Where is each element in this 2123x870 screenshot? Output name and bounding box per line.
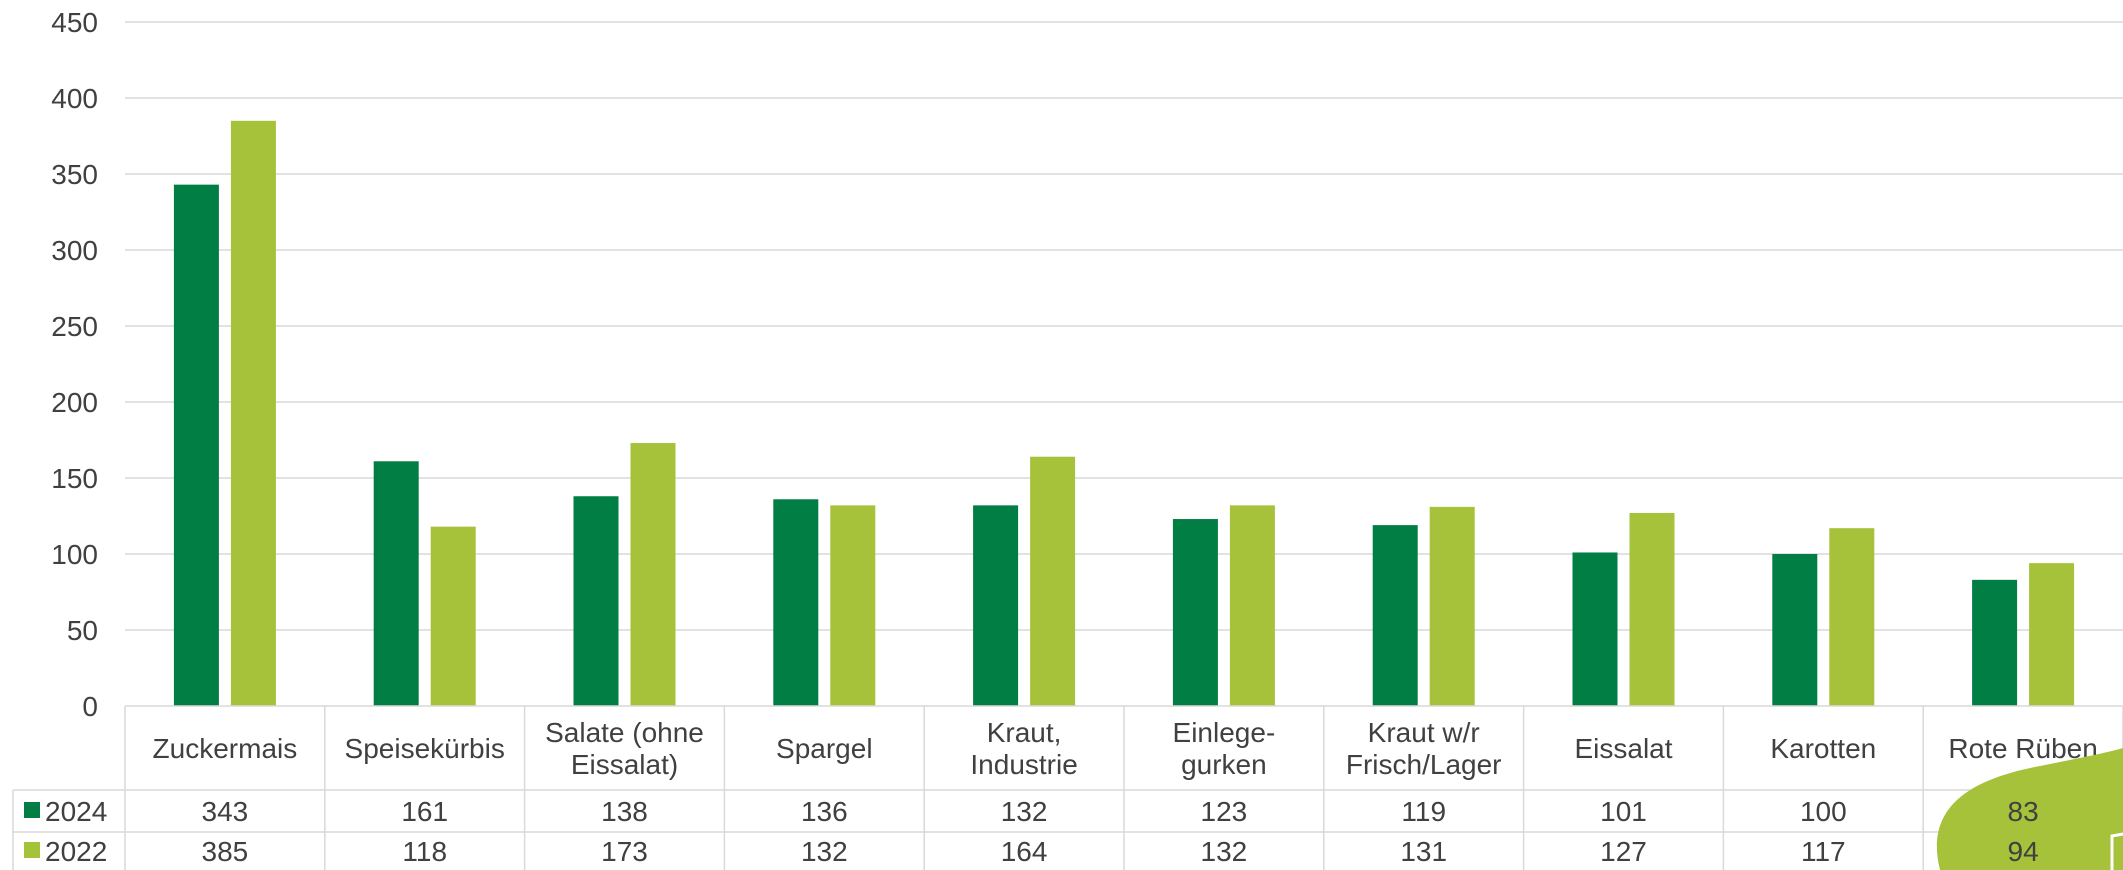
table-value-2024: 161 (401, 796, 448, 827)
y-tick-label: 150 (51, 463, 98, 494)
data-table-values: 2024 343 161 138 136 132 123 119 101 100 83 2022 385… (24, 796, 2039, 867)
table-value-2022: 132 (801, 836, 848, 867)
bar-2024-6 (1372, 525, 1418, 706)
bar-2024-0 (173, 184, 219, 706)
y-tick-label: 450 (51, 7, 98, 38)
category-label: Einlege-gurken (1173, 717, 1276, 780)
bar-2024-9 (1972, 579, 2018, 706)
category-label: Kraut, Industrie (970, 717, 1077, 780)
category-label: Salate (ohne Eissalat) (545, 717, 704, 780)
table-value-2022: 127 (1600, 836, 1647, 867)
bar-2024-1 (373, 461, 419, 706)
table-value-2024: 132 (1001, 796, 1048, 827)
bar-2022-6 (1429, 506, 1475, 706)
table-value-2024: 123 (1201, 796, 1248, 827)
bar-2022-5 (1229, 505, 1275, 706)
bar-2024-2 (573, 496, 619, 706)
y-tick-label: 0 (82, 691, 98, 722)
y-tick-label: 300 (51, 235, 98, 266)
category-label: Karotten (1770, 733, 1876, 764)
table-value-2024: 119 (1401, 796, 1446, 827)
bar-2022-3 (830, 505, 876, 706)
y-axis: 0 50 100 150 200 250 300 350 400 450 (51, 7, 98, 722)
table-value-2024: 83 (2008, 796, 2039, 827)
table-value-2024: 136 (801, 796, 848, 827)
bar-2024-3 (773, 499, 819, 706)
legend-label: 2022 (45, 836, 107, 867)
bar-2022-8 (1829, 528, 1875, 706)
category-label: Zuckermais (153, 733, 298, 764)
table-value-2024: 138 (601, 796, 648, 827)
category-label: Eissalat (1574, 733, 1672, 764)
bar-2024-8 (1772, 554, 1818, 706)
legend-swatch-2024 (24, 802, 40, 818)
table-value-2022: 117 (1801, 836, 1846, 867)
table-value-2022: 131 (1400, 836, 1447, 867)
y-tick-label: 50 (67, 615, 98, 646)
table-value-2022: 164 (1001, 836, 1048, 867)
bar-2022-7 (1629, 512, 1675, 706)
table-value-2022: 94 (2008, 836, 2039, 867)
y-tick-label: 350 (51, 159, 98, 190)
y-tick-label: 100 (51, 539, 98, 570)
bar-2022-0 (230, 120, 276, 707)
y-tick-label: 250 (51, 311, 98, 342)
data-table: Zuckermais Speisekürbis Salate (ohne Eissal… (12, 705, 2123, 870)
gridlines (125, 21, 2123, 631)
table-value-2024: 101 (1600, 796, 1647, 827)
legend-label: 2024 (45, 796, 107, 827)
bar-2024-7 (1572, 552, 1618, 706)
decorative-leaf-shape (1936, 748, 2123, 870)
table-value-2024: 100 (1800, 796, 1847, 827)
bar-2022-1 (430, 526, 476, 706)
table-value-2022: 173 (601, 836, 648, 867)
bar-2022-9 (2029, 563, 2075, 706)
y-tick-label: 400 (51, 83, 98, 114)
bar-2022-4 (1030, 456, 1076, 706)
table-value-2022: 385 (202, 836, 249, 867)
table-value-2022: 132 (1201, 836, 1248, 867)
decorative-leaf-edge (2110, 832, 2123, 870)
bars (173, 120, 2075, 707)
category-label: Speisekürbis (345, 733, 505, 764)
category-label: Spargel (776, 733, 873, 764)
y-tick-label: 200 (51, 387, 98, 418)
legend-swatch-2022 (24, 842, 40, 858)
table-value-2022: 118 (402, 836, 447, 867)
table-value-2024: 343 (202, 796, 249, 827)
bar-2024-4 (973, 505, 1019, 706)
bar-2024-5 (1172, 519, 1218, 706)
category-label: Rote Rüben (1948, 733, 2097, 764)
category-label: Kraut w/r Frisch/Lager (1346, 717, 1502, 780)
bar-2022-2 (630, 443, 676, 706)
